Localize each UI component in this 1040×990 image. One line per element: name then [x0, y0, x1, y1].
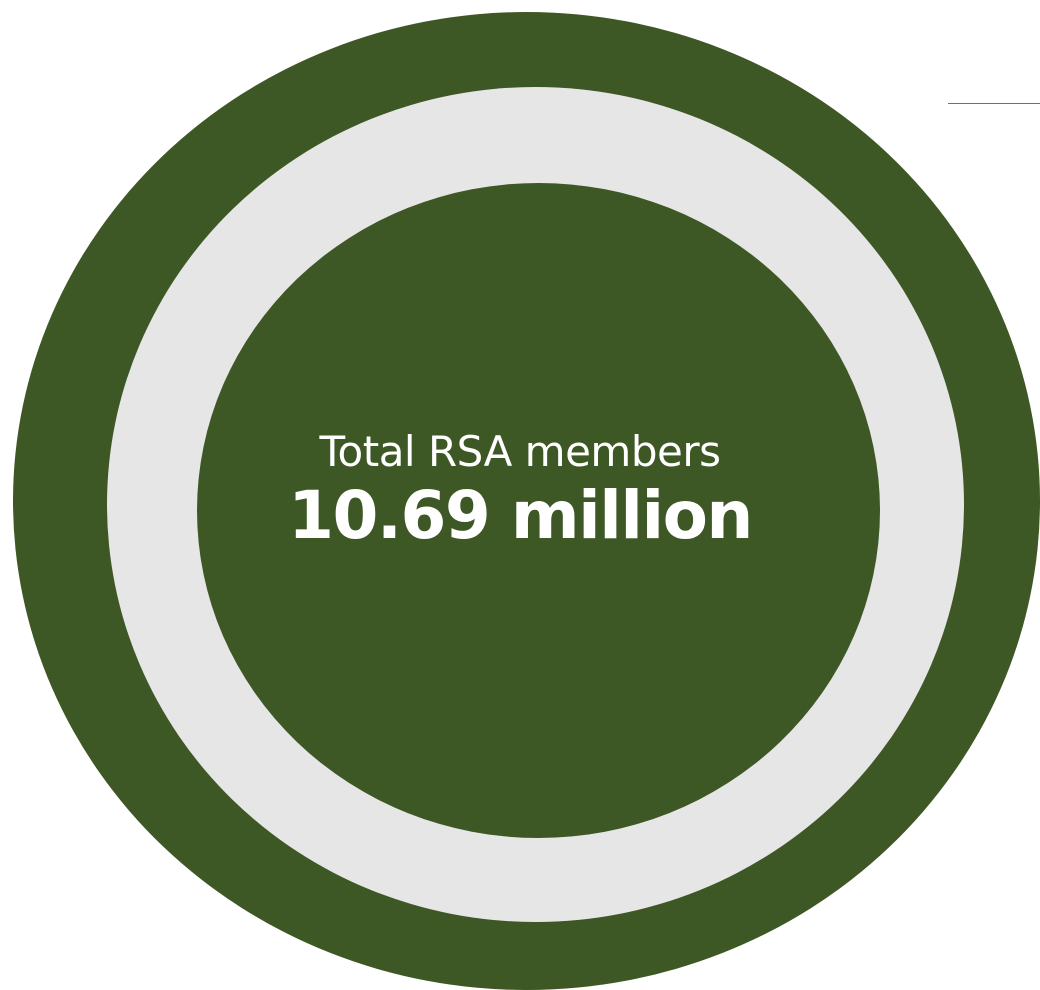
- metric-callout: Total RSA members 10.69 million: [220, 426, 820, 554]
- metric-label: Total RSA members: [319, 427, 721, 476]
- inner-disc: [197, 183, 880, 838]
- accent-line: [948, 103, 1040, 104]
- metric-value: 10.69 million: [288, 477, 753, 554]
